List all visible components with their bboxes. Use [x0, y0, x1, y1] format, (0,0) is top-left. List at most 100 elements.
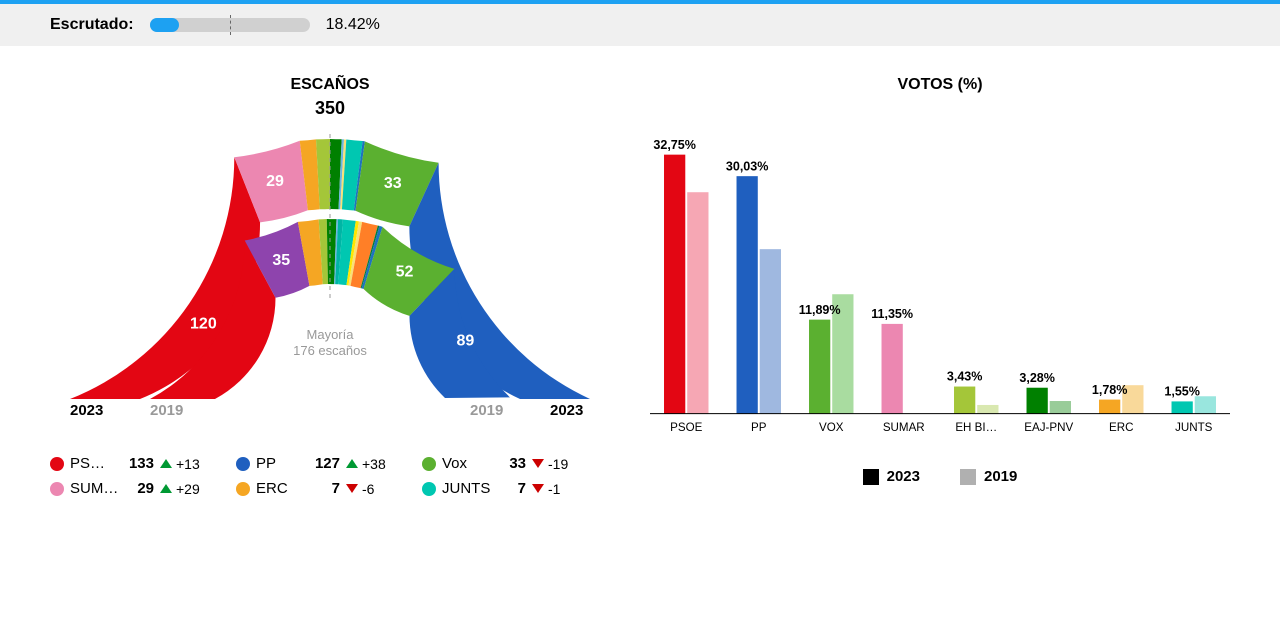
legend-arrow-down-icon: [346, 484, 358, 493]
legend-item-Vox: Vox 33 -19: [422, 455, 608, 472]
seats-panel: ESCAÑOS 350 133 29 33 127 120 35 52 89 Mayoría17…: [50, 76, 610, 497]
year-label-2023: 2023: [887, 468, 920, 485]
votes-bar-chart: 32,75% PSOE 30,03% PP 11,89% VOX 11,35% SUMAR 3,…: [650, 118, 1230, 458]
legend-seats: 33: [494, 455, 526, 472]
legend-arrow-up-icon: [160, 484, 172, 493]
legend-change: -6: [362, 481, 374, 497]
seat-label-PSOE: 133: [131, 265, 158, 282]
legend-name: PP: [256, 455, 308, 472]
seat-label-VOX: 33: [384, 175, 402, 192]
votes-panel: VOTOS (%) 32,75% PSOE 30,03% PP 11,89% VOX 11,…: [650, 76, 1230, 497]
seat-label-PP: 127: [506, 270, 533, 287]
votes-year-legend: 2023 2019: [650, 468, 1230, 485]
legend-arrow-up-icon: [160, 459, 172, 468]
bar-2023-ERC: [1099, 400, 1120, 414]
bar-pct-ERC: 1,78%: [1092, 383, 1128, 397]
seats-total: 350: [50, 98, 610, 119]
legend-item-PS: PS… 133 +13: [50, 455, 236, 472]
legend-dot: [50, 457, 64, 471]
majority-label-1: Mayoría: [307, 327, 355, 342]
bar-cat-EAJ-PNV: EAJ-PNV: [1024, 421, 1073, 434]
scrutiny-bar: Escrutado: 18.42%: [0, 4, 1280, 46]
year-legend-2023: 2023: [863, 468, 920, 485]
bar-2019-PSOE: [687, 192, 708, 413]
bar-2023-VOX: [809, 320, 830, 414]
legend-change: +29: [176, 481, 200, 497]
legend-change: -19: [548, 456, 568, 472]
legend-item-ERC: ERC 7 -6: [236, 480, 422, 497]
legend-dot: [236, 457, 250, 471]
seat-label-UP: 35: [272, 252, 290, 269]
bar-2023-PSOE: [664, 155, 685, 414]
seats-legend: PS… 133 +13 PP 127 +38 Vox 33 -19 SUM… 2…: [50, 455, 610, 497]
bar-2019-PP: [760, 249, 781, 414]
seat-label-PSOE: 120: [190, 315, 217, 332]
majority-label-2: 176 escaños: [293, 343, 367, 358]
legend-arrow-down-icon: [532, 484, 544, 493]
legend-dot: [50, 482, 64, 496]
legend-name: JUNTS: [442, 480, 494, 497]
bar-pct-EH BI…: 3,43%: [947, 370, 983, 384]
year-inner-right: 2019: [470, 402, 503, 419]
bar-2023-EAJ-PNV: [1027, 388, 1048, 414]
scrutiny-progress: [150, 18, 310, 32]
legend-item-SUM: SUM… 29 +29: [50, 480, 236, 497]
scrutiny-label: Escrutado:: [50, 16, 134, 34]
year-legend-2019: 2019: [960, 468, 1017, 485]
seat-label-SUMAR: 29: [266, 173, 284, 190]
legend-name: PS…: [70, 455, 122, 472]
bar-2019-EH BI…: [977, 405, 998, 414]
legend-seats: 7: [308, 480, 340, 497]
bar-cat-ERC: ERC: [1109, 421, 1133, 434]
bar-2019-JUNTS: [1195, 396, 1216, 413]
bar-cat-EH BI…: EH BI…: [955, 421, 997, 434]
votes-title: VOTOS (%): [650, 76, 1230, 94]
legend-name: ERC: [256, 480, 308, 497]
year-box-2023: [863, 469, 879, 485]
year-inner-left: 2019: [150, 402, 183, 419]
bar-pct-JUNTS: 1,55%: [1164, 385, 1200, 399]
bar-2019-EAJ-PNV: [1050, 401, 1071, 414]
bar-pct-EAJ-PNV: 3,28%: [1019, 371, 1055, 385]
bar-pct-PP: 30,03%: [726, 159, 769, 173]
scrutiny-progress-fill: [150, 18, 179, 32]
bar-pct-PSOE: 32,75%: [653, 138, 696, 152]
legend-item-JUNTS: JUNTS 7 -1: [422, 480, 608, 497]
bar-pct-SUMAR: 11,35%: [871, 307, 913, 321]
year-outer-right: 2023: [550, 402, 583, 419]
seat-label-VOX: 52: [396, 264, 414, 281]
bar-pct-VOX: 11,89%: [799, 303, 841, 317]
bar-2023-JUNTS: [1172, 401, 1193, 413]
bar-cat-SUMAR: SUMAR: [883, 421, 925, 434]
legend-dot: [236, 482, 250, 496]
legend-seats: 7: [494, 480, 526, 497]
legend-name: Vox: [442, 455, 494, 472]
hemicycle-chart: 133 29 33 127 120 35 52 89 Mayoría176 escaños 202…: [60, 129, 600, 419]
legend-dot: [422, 457, 436, 471]
bar-cat-PSOE: PSOE: [670, 421, 702, 434]
legend-change: +13: [176, 456, 200, 472]
bar-cat-JUNTS: JUNTS: [1175, 421, 1213, 434]
legend-seats: 133: [122, 455, 154, 472]
legend-seats: 127: [308, 455, 340, 472]
legend-item-PP: PP 127 +38: [236, 455, 422, 472]
bar-cat-PP: PP: [751, 421, 767, 434]
seats-title: ESCAÑOS: [50, 76, 610, 94]
bar-2023-PP: [737, 176, 758, 414]
legend-change: -1: [548, 481, 560, 497]
legend-arrow-down-icon: [532, 459, 544, 468]
legend-change: +38: [362, 456, 386, 472]
year-box-2019: [960, 469, 976, 485]
bar-2023-SUMAR: [882, 324, 903, 414]
scrutiny-pct: 18.42%: [326, 16, 380, 34]
year-outer-left: 2023: [70, 402, 103, 419]
year-label-2019: 2019: [984, 468, 1017, 485]
seat-label-PP: 89: [456, 332, 474, 349]
legend-dot: [422, 482, 436, 496]
scrutiny-progress-divider: [230, 15, 231, 35]
bar-cat-VOX: VOX: [819, 421, 844, 434]
legend-seats: 29: [122, 480, 154, 497]
bar-2023-EH BI…: [954, 387, 975, 414]
legend-arrow-up-icon: [346, 459, 358, 468]
legend-name: SUM…: [70, 480, 122, 497]
